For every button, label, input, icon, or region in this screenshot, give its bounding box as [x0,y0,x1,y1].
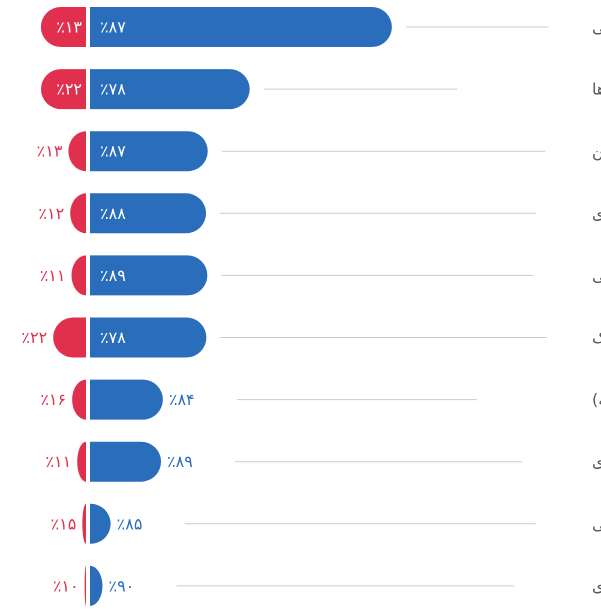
bar-red [40,69,86,110]
category-label: اکشن [592,142,601,162]
bar-blue [90,379,163,420]
category-label: کلمات و دانستنی‌ها [592,80,601,100]
bar-blue [90,503,111,544]
bar-red [72,379,86,420]
bar-blue [90,131,208,172]
red-label: ٪۱۱ [40,266,66,285]
blue-label: ٪۸۵ [117,514,143,533]
red-label: ٪۱۰ [53,576,79,595]
bar-blue [90,69,250,110]
category-label: استراتژی [592,452,601,472]
bar-red [40,7,86,48]
blue-label: ٪۸۹ [167,452,193,471]
category-label: رانندگی [592,266,601,286]
bar-red [68,131,86,172]
red-label: ٪۱۳ [37,142,63,161]
red-label: ٪۱۵ [51,514,77,533]
category-label: شبیه‌سازی [592,576,601,596]
blue-label: ٪۸۸ [100,204,126,223]
category-label: معمایی [592,514,601,533]
blue-label: ٪۸۷ [100,18,126,37]
bar-blue [90,441,162,482]
bar-red [82,503,86,544]
category-label: کودک [592,328,601,348]
bar-red [71,255,86,296]
blue-label: ٪۹۰ [108,576,134,595]
bar-red [77,441,86,482]
bar-red [84,565,86,606]
blue-label: ٪۸۹ [100,266,126,285]
bar-red [53,317,86,358]
blue-label: ٪۸۷ [100,142,126,161]
red-label: ٪۲۲ [21,328,47,347]
category-label: امتیازی [592,204,601,224]
red-label: ٪۲۲ [56,80,82,99]
bar-blue [90,255,208,296]
blue-label: ٪۷۸ [100,80,126,99]
bar-blue [90,565,103,606]
red-label: ٪۱۶ [40,390,66,409]
category-label: ورزشی (برنامه) [592,390,601,410]
category-label: تفننی [592,18,601,37]
bar-blue [90,193,207,234]
blue-label: ٪۷۸ [100,328,126,347]
bar-red [70,193,86,234]
red-label: ٪۱۱ [45,452,71,471]
bar-blue [90,7,392,48]
bar-blue [90,317,207,358]
blue-label: ٪۸۴ [169,390,195,409]
red-label: ٪۱۲ [38,204,64,223]
red-label: ٪۱۳ [56,18,82,37]
